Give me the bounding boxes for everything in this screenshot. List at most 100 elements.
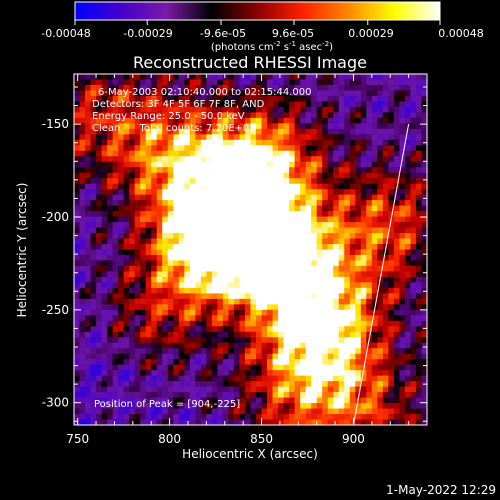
- heatmap-cell: [388, 79, 395, 86]
- heatmap-cell: [239, 84, 246, 91]
- heatmap-cell: [101, 276, 108, 283]
- heatmap-cell: [222, 183, 229, 190]
- heatmap-cell: [233, 123, 240, 130]
- heatmap-cell: [140, 370, 147, 377]
- heatmap-cell: [134, 150, 141, 157]
- heatmap-cell: [184, 150, 191, 157]
- heatmap-cell: [349, 150, 356, 157]
- heatmap-cell: [250, 403, 257, 409]
- heatmap-cell: [85, 134, 91, 141]
- heatmap-cell: [371, 156, 378, 163]
- heatmap-cell: [294, 326, 301, 333]
- heatmap-cell: [151, 271, 158, 278]
- heatmap-cell: [173, 287, 180, 294]
- heatmap-cell: [338, 178, 345, 185]
- heatmap-cell: [322, 309, 329, 316]
- heatmap-cell: [261, 90, 268, 97]
- heatmap-cell: [85, 331, 91, 338]
- heatmap-cell: [300, 161, 307, 168]
- heatmap-cell: [145, 74, 152, 80]
- heatmap-cell: [404, 101, 411, 108]
- heatmap-cell: [371, 348, 378, 355]
- heatmap-cell: [217, 414, 224, 420]
- heatmap-cell: [377, 117, 384, 124]
- heatmap-cell: [200, 117, 207, 124]
- heatmap-cell: [366, 364, 373, 371]
- heatmap-cell: [371, 403, 378, 409]
- heatmap-cell: [228, 337, 235, 344]
- heatmap-cell: [211, 200, 218, 207]
- heatmap-cell: [256, 145, 262, 152]
- heatmap-cell: [250, 265, 257, 272]
- heatmap-cell: [90, 282, 97, 289]
- heatmap-cell: [267, 414, 273, 420]
- heatmap-cell: [322, 189, 329, 196]
- heatmap-cell: [410, 101, 417, 108]
- heatmap-cell: [96, 189, 102, 196]
- heatmap-cell: [415, 156, 422, 163]
- heatmap-cell: [178, 287, 185, 294]
- heatmap-cell: [112, 331, 119, 338]
- heatmap-cell: [344, 123, 351, 130]
- heatmap-cell: [244, 392, 251, 398]
- heatmap-cell: [178, 79, 185, 86]
- heatmap-cell: [256, 183, 262, 190]
- heatmap-cell: [151, 139, 158, 146]
- heatmap-cell: [338, 95, 345, 102]
- heatmap-cell: [140, 189, 147, 196]
- heatmap-cell: [167, 84, 174, 91]
- heatmap-cell: [399, 315, 406, 322]
- heatmap-cell: [167, 178, 174, 185]
- heatmap-cell: [74, 337, 80, 344]
- heatmap-cell: [123, 315, 130, 322]
- heatmap-cell: [261, 254, 268, 261]
- heatmap-cell: [283, 375, 290, 382]
- heatmap-cell: [244, 276, 251, 283]
- heatmap-cell: [233, 359, 240, 366]
- heatmap-cell: [222, 74, 229, 80]
- heatmap-cell: [333, 331, 340, 338]
- heatmap-cell: [184, 260, 191, 267]
- heatmap-cell: [316, 145, 323, 152]
- heatmap-cell: [134, 309, 141, 316]
- heatmap-cell: [338, 106, 345, 113]
- heatmap-cell: [366, 304, 373, 311]
- heatmap-cell: [167, 392, 174, 398]
- heatmap-cell: [211, 134, 218, 141]
- heatmap-cell: [382, 161, 389, 168]
- heatmap-cell: [421, 84, 427, 91]
- heatmap-cell: [156, 320, 163, 327]
- heatmap-cell: [250, 238, 257, 245]
- heatmap-cell: [267, 419, 273, 425]
- heatmap-cell: [107, 359, 114, 366]
- heatmap-cell: [399, 189, 406, 196]
- heatmap-cell: [267, 183, 273, 190]
- heatmap-cell: [322, 375, 329, 382]
- heatmap-cell: [377, 172, 384, 179]
- heatmap-cell: [300, 216, 307, 223]
- heatmap-cell: [123, 282, 130, 289]
- heatmap-cell: [217, 364, 224, 371]
- heatmap-cell: [233, 205, 240, 212]
- heatmap-cell: [261, 101, 268, 108]
- heatmap-cell: [250, 112, 257, 119]
- heatmap-cell: [327, 287, 334, 294]
- heatmap-cell: [388, 123, 395, 130]
- heatmap-cell: [256, 90, 262, 97]
- heatmap-cell: [79, 337, 86, 344]
- heatmap-cell: [300, 134, 307, 141]
- heatmap-cell: [404, 84, 411, 91]
- heatmap-cell: [377, 112, 384, 119]
- heatmap-cell: [189, 101, 196, 108]
- heatmap-cell: [222, 298, 229, 305]
- heatmap-cell: [278, 79, 284, 86]
- heatmap-cell: [399, 117, 406, 124]
- heatmap-cell: [267, 90, 273, 97]
- heatmap-cell: [79, 211, 86, 217]
- heatmap-cell: [173, 205, 180, 212]
- heatmap-cell: [85, 145, 91, 152]
- heatmap-cell: [333, 265, 340, 272]
- heatmap-cell: [96, 265, 102, 272]
- heatmap-cell: [371, 84, 378, 91]
- heatmap-cell: [90, 178, 97, 185]
